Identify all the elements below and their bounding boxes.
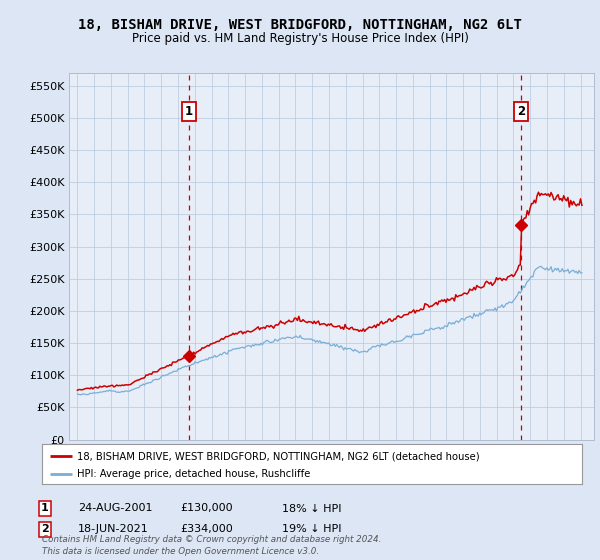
Text: 19% ↓ HPI: 19% ↓ HPI	[282, 524, 341, 534]
Text: 18, BISHAM DRIVE, WEST BRIDGFORD, NOTTINGHAM, NG2 6LT (detached house): 18, BISHAM DRIVE, WEST BRIDGFORD, NOTTIN…	[77, 451, 480, 461]
Text: £334,000: £334,000	[180, 524, 233, 534]
Text: 18-JUN-2021: 18-JUN-2021	[78, 524, 149, 534]
Text: 1: 1	[185, 105, 193, 118]
Text: Price paid vs. HM Land Registry's House Price Index (HPI): Price paid vs. HM Land Registry's House …	[131, 32, 469, 45]
Text: 2: 2	[517, 105, 525, 118]
Text: 18, BISHAM DRIVE, WEST BRIDGFORD, NOTTINGHAM, NG2 6LT: 18, BISHAM DRIVE, WEST BRIDGFORD, NOTTIN…	[78, 18, 522, 32]
Text: Contains HM Land Registry data © Crown copyright and database right 2024.
This d: Contains HM Land Registry data © Crown c…	[42, 535, 382, 556]
Text: 18% ↓ HPI: 18% ↓ HPI	[282, 503, 341, 514]
Text: 24-AUG-2001: 24-AUG-2001	[78, 503, 152, 514]
Text: 2: 2	[41, 524, 49, 534]
Text: HPI: Average price, detached house, Rushcliffe: HPI: Average price, detached house, Rush…	[77, 469, 310, 479]
Text: 1: 1	[41, 503, 49, 514]
Text: £130,000: £130,000	[180, 503, 233, 514]
